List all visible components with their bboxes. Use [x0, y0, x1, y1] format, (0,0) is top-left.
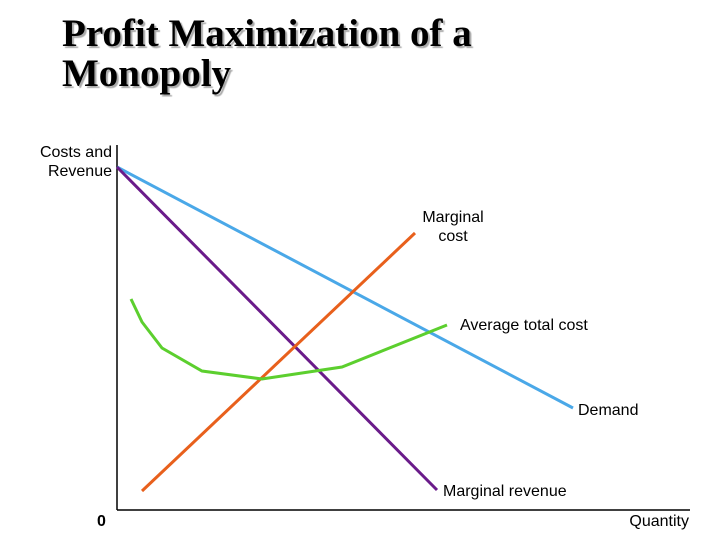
origin-label: 0 [97, 513, 106, 530]
marginal-cost-curve [140, 231, 417, 493]
y-axis-label: Costs and Revenue [39, 144, 112, 180]
curve-label: Marginal cost [422, 209, 484, 245]
curve-label: Demand [578, 402, 639, 419]
marginal-revenue-curve [115, 165, 439, 492]
title: Profit Maximization of a Monopoly [62, 12, 472, 95]
curve-label: Marginal revenue [443, 483, 567, 500]
x-axis-label: Quantity [629, 513, 689, 530]
curve-label: Average total cost [460, 317, 588, 334]
demand-curve [116, 165, 574, 410]
average-total-cost-curve [129, 298, 448, 381]
